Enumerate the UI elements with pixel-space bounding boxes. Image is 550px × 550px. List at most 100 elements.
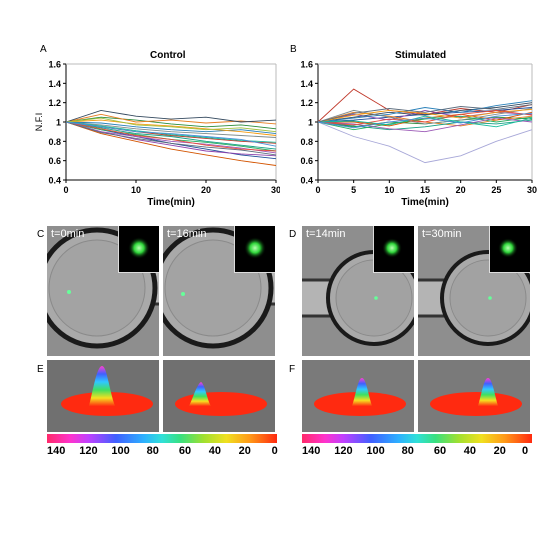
time-label: t=0min [51,228,85,240]
series-line [65,121,277,166]
series-line [65,121,277,143]
y-tick-label: 1.6 [300,60,313,70]
panel-letter-b: B [290,44,297,55]
stimulated-chart: 0.4 0.6 0.8 1 1.2 1.4 1.6 0 5 10 15 20 25 30 Time(min) [300,60,537,208]
x-tick-label: 30 [527,185,537,195]
series-line [65,113,277,125]
colorbar-label: 120 [334,445,353,457]
series-line [317,115,533,131]
micrograph-c-2: t=16min [163,226,275,356]
series-line [65,121,277,156]
time-label: t=30min [422,228,462,240]
fluorescence-inset [118,226,159,273]
series-line [65,117,277,133]
colorbar-e [47,434,277,443]
series-line [317,104,533,123]
colorbar-labels-e: 140 120 100 80 60 40 20 0 [47,445,278,457]
series-line [65,121,277,138]
chart-title-stimulated: Stimulated [395,50,447,61]
y-tick-label: 0.8 [48,137,61,147]
series-line [65,121,277,147]
colorbar-label: 80 [146,445,159,457]
colorbar-label: 40 [463,445,477,457]
x-tick-label: 0 [63,185,68,195]
surface-plot-f-1 [302,360,414,432]
micrograph-d-1: t=14min [302,226,414,356]
colorbar-f [302,434,532,443]
colorbar-labels-f: 140 120 100 80 60 40 20 0 [302,445,532,457]
x-tick-label: 25 [491,185,501,195]
time-label: t=16min [167,228,207,240]
x-tick-label: 5 [351,185,356,195]
colorbar-label: 100 [366,445,385,457]
panel-letter-c: C [37,229,45,240]
series-line [65,121,277,152]
x-tick-label: 15 [420,185,430,195]
fluorescence-inset [373,226,414,273]
colorbar-label: 140 [47,445,66,457]
series-line [65,116,277,130]
series-line [317,108,533,125]
y-tick-label: 1.4 [300,79,313,89]
fluorescence-inset [489,226,530,273]
colorbar-label: 100 [111,445,130,457]
series-line [317,121,533,164]
series-line [317,112,533,129]
colorbar-label: 20 [493,445,506,457]
y-tick-label: 0.6 [48,156,61,166]
panel-letter-f: F [289,364,296,375]
colorbar-label: 0 [522,445,529,457]
x-tick-label: 10 [131,185,141,195]
surface-plot-e-1 [47,360,159,432]
y-tick-label: 0.6 [300,156,313,166]
colorbar-label: 80 [401,445,414,457]
y-tick-label: 0.4 [300,176,313,186]
series-line [65,121,277,154]
chart-title-control: Control [150,50,186,61]
surface-plot-e-2 [163,360,275,432]
colorbar-label: 140 [302,445,321,457]
panel-letter-d: D [289,229,297,240]
colorbar-label: 60 [178,445,192,457]
x-tick-label: 0 [315,185,320,195]
series-line [317,100,533,123]
y-tick-label: 1.2 [300,98,313,108]
y-tick-label: 1 [56,118,61,128]
x-tick-label: 30 [271,185,280,195]
series-line [65,121,277,150]
x-axis-label: Time(min) [147,197,195,208]
y-tick-label: 1.2 [48,98,61,108]
colorbar-label: 20 [238,445,251,457]
micrograph-d-2: t=30min [418,226,530,356]
y-tick-label: 0.8 [300,137,313,147]
series-line [317,115,533,128]
surface-plot-f-2 [418,360,530,432]
series-line [65,119,277,136]
x-axis-label: Time(min) [401,197,449,208]
series-line [317,109,533,126]
y-tick-label: 1 [308,118,313,128]
colorbar-label: 60 [433,445,447,457]
panel-letter-e: E [37,364,44,375]
panel-letter-a: A [40,44,47,55]
colorbar-label: 0 [271,445,278,457]
fluorescence-inset [234,226,275,273]
micrograph-c-1: t=0min [47,226,159,356]
y-tick-label: 1.6 [48,60,61,70]
series-line [65,121,277,135]
colorbar-label: 40 [208,445,222,457]
series-line [317,119,533,131]
series-line [65,109,277,123]
y-tick-label: 0.4 [48,176,61,186]
x-tick-label: 20 [456,185,466,195]
control-chart: 0.4 0.6 0.8 1 1.2 1.4 1.6 0 10 20 30 Time(min) N.F.I [34,60,280,208]
x-tick-label: 10 [384,185,394,195]
y-tick-label: 1.4 [48,79,61,89]
colorbar-label: 120 [79,445,98,457]
series-line [317,108,533,123]
y-axis-label: N.F.I [34,113,44,132]
x-tick-label: 20 [201,185,211,195]
time-label: t=14min [306,228,346,240]
series-line [317,102,533,123]
series-line [317,117,533,133]
